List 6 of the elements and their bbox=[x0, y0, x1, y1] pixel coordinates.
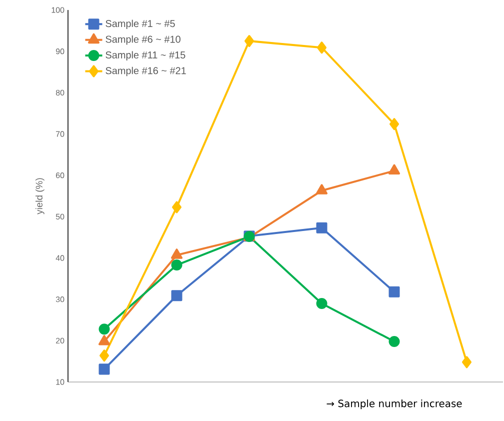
x-axis-title: → Sample number increase bbox=[326, 400, 462, 410]
y-axis-title: yield (%) bbox=[36, 178, 44, 214]
legend-label: Sample #16 ~ #21 bbox=[106, 66, 186, 76]
legend-label: Sample #11 ~ #15 bbox=[106, 51, 186, 60]
legend-label: Sample #6 ~ #10 bbox=[106, 35, 180, 45]
legend-label: Sample #1 ~ #5 bbox=[106, 20, 175, 30]
